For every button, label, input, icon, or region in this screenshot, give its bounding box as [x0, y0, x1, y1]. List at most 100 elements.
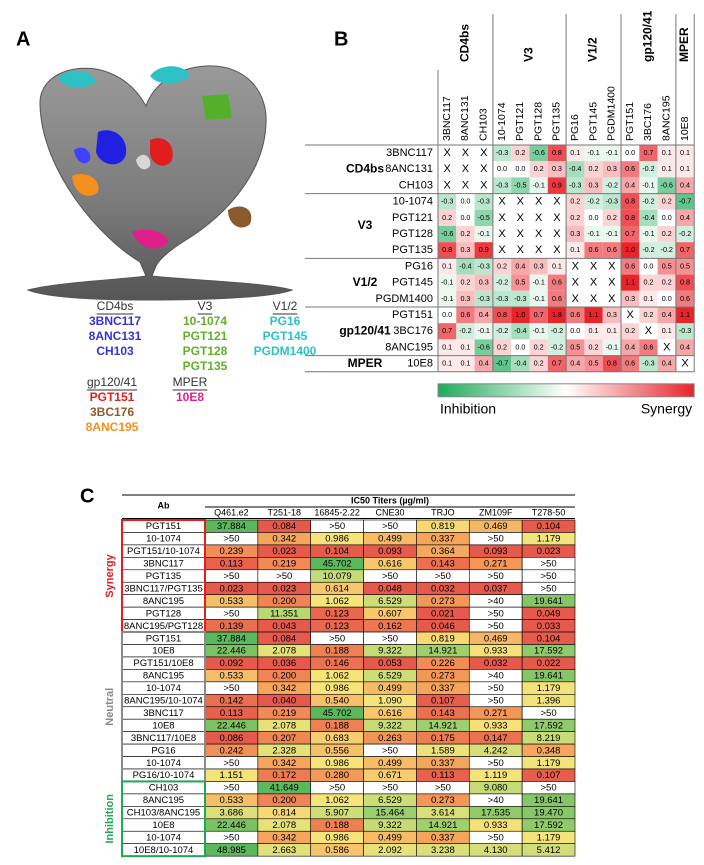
titer-value: 0.337 [431, 832, 455, 843]
titer-value: 0.104 [537, 521, 561, 532]
heatmap-cell [456, 161, 475, 178]
antibody-label: 8ANC131 [89, 329, 142, 343]
cell-value: -0.3 [496, 294, 508, 303]
heatmap-cell [547, 242, 567, 259]
cell-value: 1.0 [625, 245, 635, 254]
column-group-label: gp120/41 [641, 10, 655, 62]
cell-value: -0.2 [496, 278, 508, 287]
cell-value: 0.8 [497, 310, 507, 319]
cell-value: 0.1 [662, 326, 672, 335]
titer-value: 0.671 [378, 770, 402, 781]
ab-name: 10E8/10-1074 [134, 845, 194, 856]
titer-value: 0.032 [431, 583, 455, 594]
heatmap-cell [547, 161, 567, 178]
heatmap-cell [584, 145, 603, 162]
column-label: PGT145 [587, 102, 599, 141]
heatmap-cell [438, 274, 457, 291]
titer-value: 0.207 [272, 733, 296, 744]
cell-value: 0.8 [680, 278, 690, 287]
cell-value: -0.1 [606, 229, 618, 238]
titer-value: 0.200 [272, 795, 296, 806]
group-header: CD4bs [97, 299, 134, 313]
column-label: PGDM1400 [606, 86, 618, 141]
cell-value: 0.4 [479, 359, 489, 368]
cell-value: -0.3 [478, 294, 490, 303]
titer-cell [521, 843, 576, 857]
cell-value: 0.0 [662, 294, 672, 303]
heatmap-cell [511, 161, 530, 178]
cell-value: 0.2 [497, 342, 507, 351]
cell-value: -0.3 [496, 148, 508, 157]
column-label: PGT151 [624, 102, 636, 141]
titer-value: 1.119 [484, 770, 507, 781]
heatmap-cell [639, 242, 658, 259]
column-label: PGT128 [532, 102, 544, 141]
titer-value: 0.142 [220, 696, 244, 707]
cell-value: 0.9 [552, 180, 562, 189]
antibody-label: PGT151 [90, 390, 135, 404]
antibody-label: PGT145 [263, 329, 308, 343]
heatmap-cell [584, 226, 603, 243]
heatmap-cell [566, 177, 585, 194]
titer-value: 0.086 [220, 733, 244, 744]
group-header: V3 [198, 299, 213, 313]
heatmap-cell [456, 290, 475, 307]
heatmap-cell [566, 323, 585, 340]
titer-value: 10.079 [323, 571, 352, 582]
cell-value: -0.1 [587, 148, 599, 157]
titer-value: 1.179 [537, 683, 561, 694]
row-label: 10E8 [407, 358, 433, 370]
column-header: TRJO [431, 507, 455, 517]
titer-value: 0.023 [220, 583, 244, 594]
row-label: PGDM1400 [376, 293, 433, 305]
heatmap-cell [438, 193, 457, 210]
titer-value: 0.607 [378, 608, 402, 619]
titer-value: 0.499 [378, 758, 402, 769]
titer-value: 0.172 [272, 770, 296, 781]
titer-value: 0.814 [272, 808, 296, 819]
heatmap-cell [621, 209, 640, 226]
heatmap-cell [511, 193, 530, 210]
legend-low: Inhibition [440, 401, 496, 417]
heatmap-cell [456, 177, 475, 194]
cell-value: X [480, 179, 488, 191]
titer-value: >40 [488, 596, 504, 607]
cell-value: -0.1 [606, 342, 618, 351]
cell-value: 1.1 [625, 278, 635, 287]
column-header: 16845-2.22 [314, 507, 360, 517]
titer-value: 6.529 [378, 596, 402, 607]
heatmap-cell [675, 339, 695, 356]
column-header: CNE30 [375, 507, 404, 517]
titer-value: 0.683 [325, 733, 349, 744]
heatmap-cell [511, 177, 530, 194]
heatmap-cell [639, 193, 658, 210]
heatmap-cell [511, 290, 530, 307]
titer-value: 0.342 [272, 758, 296, 769]
titer-value: >50 [223, 608, 239, 619]
cell-value: 0.4 [662, 359, 672, 368]
cell-value: X [626, 309, 634, 321]
cell-value: 0.1 [680, 148, 690, 157]
heatmap-cell [529, 226, 548, 243]
cell-value: X [443, 179, 451, 191]
cell-value: 0.7 [552, 359, 562, 368]
titer-value: 0.104 [537, 633, 561, 644]
heatmap-cell [456, 339, 475, 356]
cell-value: 0.2 [570, 213, 580, 222]
heatmap-cell [456, 193, 475, 210]
titer-value: 0.986 [325, 683, 349, 694]
titer-value: 0.188 [325, 820, 349, 831]
cell-value: X [517, 228, 525, 240]
cell-value: 0.7 [643, 148, 653, 157]
heatmap-cell [584, 339, 603, 356]
cell-value: X [498, 244, 506, 256]
heatmap-cell [511, 339, 530, 356]
ab-name: PGT151/10-1074 [127, 546, 200, 557]
heatmap-cell [511, 145, 530, 162]
cell-value: -0.2 [551, 342, 563, 351]
cell-value: X [443, 147, 451, 159]
group-box [121, 780, 206, 858]
titer-value: 0.033 [537, 621, 561, 632]
cell-value: -0.3 [496, 180, 508, 189]
heatmap-cell [675, 193, 695, 210]
